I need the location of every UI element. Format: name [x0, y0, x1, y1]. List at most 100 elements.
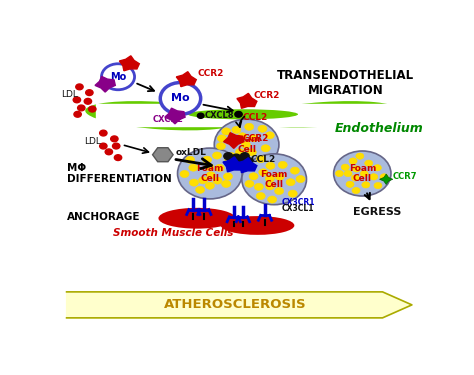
Circle shape: [225, 156, 234, 163]
Circle shape: [258, 125, 267, 132]
Text: CCL2: CCL2: [250, 154, 275, 164]
Text: LDL: LDL: [61, 90, 78, 99]
Circle shape: [334, 151, 391, 196]
Circle shape: [265, 175, 274, 182]
Circle shape: [275, 173, 284, 180]
Text: Foam
Cell: Foam Cell: [196, 164, 224, 183]
Polygon shape: [66, 292, 412, 318]
Circle shape: [241, 141, 250, 148]
Circle shape: [265, 183, 274, 190]
Circle shape: [259, 169, 268, 176]
Polygon shape: [237, 158, 257, 173]
Ellipse shape: [221, 216, 294, 235]
Circle shape: [274, 188, 283, 195]
Text: Endothelium: Endothelium: [335, 122, 423, 135]
Circle shape: [247, 149, 256, 156]
Text: CCL2: CCL2: [243, 112, 268, 122]
Text: CCR2: CCR2: [254, 91, 280, 100]
Circle shape: [217, 142, 226, 150]
Text: CCR7: CCR7: [393, 172, 417, 181]
Text: EGRESS: EGRESS: [353, 207, 401, 218]
Text: ATHEROSCLEROSIS: ATHEROSCLEROSIS: [164, 298, 307, 311]
Circle shape: [218, 135, 227, 142]
Polygon shape: [119, 56, 139, 71]
Circle shape: [241, 155, 250, 162]
Text: Smooth Muscle Cells: Smooth Muscle Cells: [113, 228, 233, 238]
Circle shape: [89, 106, 96, 112]
Circle shape: [266, 162, 275, 170]
Circle shape: [245, 123, 254, 130]
Circle shape: [245, 180, 254, 188]
Circle shape: [160, 82, 201, 114]
Circle shape: [362, 182, 370, 188]
Polygon shape: [95, 76, 115, 92]
Circle shape: [205, 182, 214, 189]
Text: CXCR2: CXCR2: [153, 115, 184, 124]
Text: MΦ
DIFFERENTIATION: MΦ DIFFERENTIATION: [66, 163, 171, 184]
Circle shape: [114, 155, 122, 160]
Circle shape: [244, 158, 253, 165]
Circle shape: [351, 175, 359, 181]
Circle shape: [73, 97, 81, 103]
Polygon shape: [176, 72, 196, 87]
Circle shape: [205, 164, 214, 171]
Text: TRANSENDOTHELIAL
MIGRATION: TRANSENDOTHELIAL MIGRATION: [277, 69, 414, 96]
Text: Foam
Cell: Foam Cell: [348, 164, 376, 183]
Circle shape: [255, 183, 264, 190]
Circle shape: [286, 178, 295, 186]
Circle shape: [190, 179, 199, 186]
Circle shape: [105, 149, 112, 155]
Circle shape: [236, 148, 245, 156]
Circle shape: [100, 130, 107, 136]
Circle shape: [365, 160, 373, 166]
Circle shape: [185, 156, 195, 164]
Circle shape: [370, 174, 378, 180]
Polygon shape: [165, 108, 185, 124]
Circle shape: [349, 158, 357, 164]
Circle shape: [202, 156, 211, 163]
Circle shape: [212, 152, 221, 159]
Text: CXCL8: CXCL8: [204, 111, 234, 120]
Circle shape: [196, 186, 205, 194]
Circle shape: [256, 192, 265, 200]
Circle shape: [288, 190, 297, 197]
Circle shape: [76, 84, 83, 90]
Circle shape: [235, 111, 242, 117]
Circle shape: [222, 128, 231, 135]
Circle shape: [197, 113, 204, 118]
Circle shape: [346, 181, 354, 188]
Circle shape: [199, 177, 208, 184]
Circle shape: [100, 143, 107, 149]
Text: oxLDL: oxLDL: [176, 148, 207, 157]
Circle shape: [222, 180, 231, 188]
Circle shape: [110, 136, 118, 142]
Circle shape: [238, 133, 247, 140]
Circle shape: [86, 90, 93, 96]
Circle shape: [356, 153, 364, 159]
Circle shape: [206, 172, 215, 179]
Circle shape: [278, 161, 287, 168]
Circle shape: [336, 170, 343, 177]
Circle shape: [227, 153, 236, 160]
Circle shape: [265, 132, 274, 139]
Circle shape: [249, 135, 258, 142]
Circle shape: [360, 171, 368, 177]
Circle shape: [101, 64, 135, 90]
Text: CCR2: CCR2: [243, 134, 269, 143]
Polygon shape: [237, 93, 257, 108]
Text: CX3CR1: CX3CR1: [282, 198, 315, 207]
Ellipse shape: [251, 101, 397, 128]
Circle shape: [374, 182, 382, 189]
Circle shape: [112, 143, 120, 149]
Circle shape: [228, 159, 237, 165]
Ellipse shape: [188, 109, 298, 119]
Text: LDL: LDL: [84, 137, 101, 146]
Circle shape: [374, 165, 382, 171]
Circle shape: [84, 98, 91, 104]
Circle shape: [256, 156, 265, 163]
Circle shape: [240, 153, 249, 160]
Circle shape: [296, 176, 305, 183]
Polygon shape: [380, 174, 393, 184]
Text: Mo: Mo: [110, 72, 126, 82]
Polygon shape: [224, 133, 244, 148]
